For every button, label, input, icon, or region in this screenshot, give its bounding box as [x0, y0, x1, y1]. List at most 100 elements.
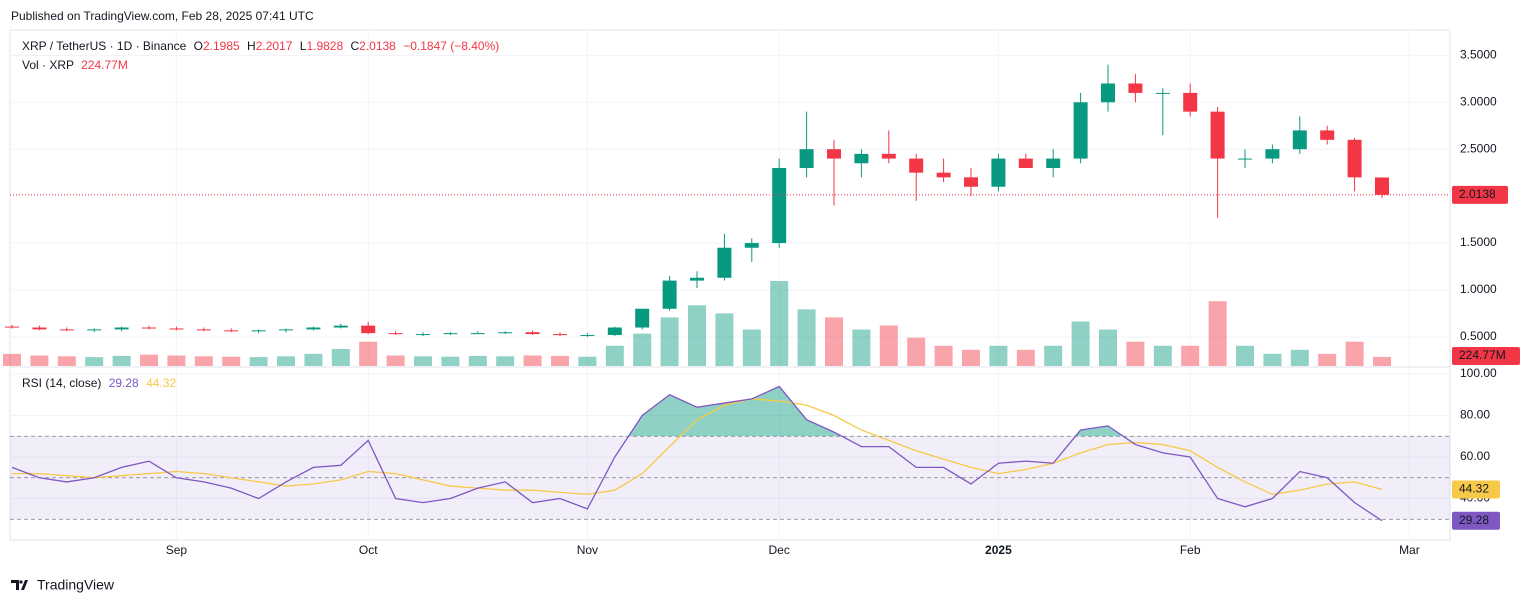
chart-layer: 0.50001.00001.50002.50003.00003.500040.0…: [3, 30, 1520, 557]
low-value: 1.9828: [306, 39, 343, 53]
rsi-tag: [1452, 511, 1500, 530]
volume-bar: [551, 355, 569, 366]
volume-bar: [688, 305, 706, 366]
brand-logo: [11, 580, 28, 590]
volume-bar: [1181, 345, 1200, 366]
volume-bar: [633, 333, 652, 366]
candle-body: [1128, 83, 1143, 93]
volume-bar: [523, 355, 542, 366]
candle-body: [1101, 83, 1115, 103]
candle-body: [744, 243, 759, 248]
open-value: 2.1985: [203, 39, 240, 53]
rsi-ma-line: [12, 398, 1383, 496]
candle-body: [991, 158, 1006, 187]
candle-body: [1347, 139, 1362, 178]
candle-body: [32, 327, 47, 330]
volume-bar: [770, 280, 789, 366]
candle-body: [635, 308, 650, 328]
candle-body: [881, 153, 896, 159]
candle-body: [1183, 92, 1198, 112]
volume-bar: [989, 345, 1008, 366]
volume-title: Vol · XRP: [22, 58, 74, 72]
candle-body: [827, 149, 841, 159]
x-tick-label: Mar: [1399, 543, 1420, 557]
volume-bar: [1345, 341, 1364, 366]
chart-frame: [9, 29, 1451, 541]
volume-bar: [797, 309, 816, 366]
y-tick-label: 1.5000: [1460, 235, 1497, 249]
rsi-tick-label: 100.00: [1460, 366, 1497, 380]
y-tick-label: 2.5000: [1460, 141, 1497, 155]
volume-bar: [825, 317, 843, 366]
published-note: Published on TradingView.com, Feb 28, 20…: [11, 9, 314, 23]
x-tick-label: Sep: [166, 543, 188, 557]
volume-bar: [1208, 301, 1227, 366]
candle-body: [169, 328, 184, 330]
y-tick-label: 3.5000: [1460, 48, 1497, 62]
volume-bar: [496, 356, 515, 366]
candle-body: [662, 280, 677, 309]
volume-bar: [249, 357, 268, 366]
volume-bar: [468, 355, 487, 366]
candle-body: [1210, 111, 1225, 159]
volume-bar: [414, 356, 432, 366]
candle-body: [799, 149, 814, 168]
ohlc-letter: O: [194, 39, 203, 53]
candle-body: [59, 329, 74, 331]
candle-body: [1320, 130, 1335, 140]
candle-body: [607, 327, 622, 336]
volume-tag: [1452, 347, 1520, 365]
rsi-title: RSI (14, close): [22, 376, 101, 390]
volume-bar: [742, 329, 761, 366]
volume-bar: [304, 353, 323, 366]
volume-bar: [359, 341, 378, 366]
volume-bar: [1126, 341, 1145, 366]
candle-body: [1265, 149, 1280, 159]
volume-bar: [140, 354, 158, 366]
rsi-ma-value: 44.32: [146, 376, 176, 390]
brand-name: TradingView: [37, 577, 115, 593]
volume-bar: [715, 313, 734, 366]
candle-body: [388, 333, 403, 335]
volume-bar: [441, 356, 460, 366]
volume-bar: [1236, 345, 1254, 366]
rsi-ma-label: 44.32: [1459, 482, 1489, 496]
volume-bar: [194, 356, 213, 366]
candle-body: [306, 327, 321, 330]
candle-body: [114, 327, 129, 330]
volume-bar: [30, 355, 49, 366]
volume-bar: [57, 356, 76, 366]
candle-body: [1238, 158, 1252, 160]
close-value: 2.0138: [359, 39, 396, 53]
volume-bar: [1263, 353, 1282, 366]
volume-bar: [1016, 349, 1035, 366]
volume-label: 224.77M: [1459, 348, 1506, 362]
last-price-label: 2.0138: [1459, 187, 1496, 201]
volume-bar: [605, 345, 624, 366]
volume-bar: [934, 345, 953, 366]
candle-body: [87, 329, 102, 331]
volume-bar: [578, 356, 597, 366]
candle-body: [772, 167, 787, 244]
volume-bar: [1071, 321, 1090, 366]
candle-body: [580, 335, 595, 337]
legend-volume: Vol · XRP 224.77M: [22, 58, 128, 72]
volume-bar: [907, 337, 926, 366]
y-tick-label: 3.0000: [1460, 94, 1497, 108]
volume-bar: [3, 353, 21, 366]
volume-bar: [277, 356, 295, 366]
x-tick-label: Feb: [1180, 543, 1201, 557]
candle-body: [333, 325, 348, 328]
candle-body: [279, 329, 293, 331]
candle-body: [909, 158, 924, 173]
change-value: −0.1847 (−8.40%): [403, 39, 499, 53]
rsi-label: 29.28: [1459, 513, 1489, 527]
volume-bar: [879, 325, 898, 366]
candle-body: [224, 330, 239, 332]
candle-body: [443, 333, 458, 335]
rsi-value: 29.28: [109, 376, 139, 390]
candle-body: [964, 177, 978, 187]
candle-body: [1018, 158, 1033, 168]
